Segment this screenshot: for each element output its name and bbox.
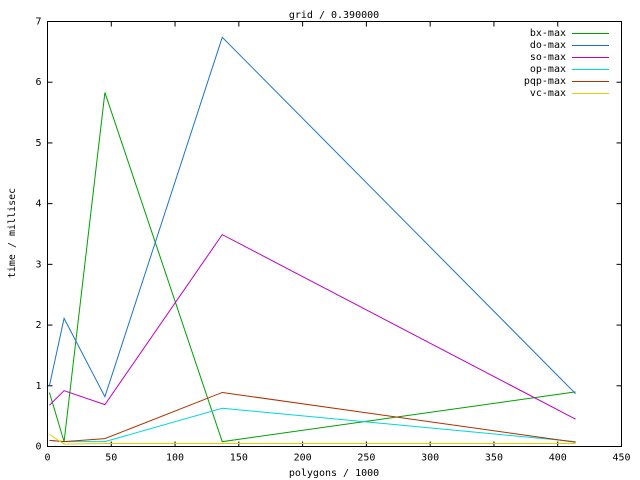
x-tick-label: 350 bbox=[485, 453, 503, 464]
y-tick-label: 0 bbox=[35, 442, 41, 453]
legend-label: pqp-max bbox=[524, 76, 566, 87]
y-tick-label: 5 bbox=[35, 138, 41, 149]
y-tick-label: 3 bbox=[35, 259, 41, 270]
legend-label: vc-max bbox=[530, 88, 566, 99]
series-line bbox=[48, 36, 576, 398]
plot-border bbox=[47, 21, 622, 447]
legend-label: so-max bbox=[530, 52, 566, 63]
x-tick-label: 150 bbox=[230, 453, 248, 464]
x-tick-label: 250 bbox=[357, 453, 375, 464]
x-tick-label: 100 bbox=[166, 453, 184, 464]
y-tick-label: 6 bbox=[35, 77, 41, 88]
chart-title: grid / 0.390000 bbox=[289, 10, 379, 21]
x-tick-label: 0 bbox=[44, 453, 50, 464]
x-tick-label: 300 bbox=[421, 453, 439, 464]
y-tick-label: 1 bbox=[35, 381, 41, 392]
x-tick-label: 400 bbox=[549, 453, 567, 464]
legend-label: do-max bbox=[530, 40, 566, 51]
y-tick-label: 7 bbox=[35, 17, 41, 28]
x-tick-label: 50 bbox=[105, 453, 117, 464]
y-tick-label: 4 bbox=[35, 199, 41, 210]
series-line bbox=[49, 407, 576, 443]
y-axis-label: time / millisec bbox=[7, 188, 18, 278]
x-tick-label: 450 bbox=[612, 453, 630, 464]
y-tick-label: 2 bbox=[35, 320, 41, 331]
series-line bbox=[48, 92, 576, 443]
x-tick-label: 200 bbox=[294, 453, 312, 464]
legend-label: op-max bbox=[530, 64, 566, 75]
series-line bbox=[49, 233, 576, 420]
legend-label: bx-max bbox=[530, 28, 566, 39]
x-axis-label: polygons / 1000 bbox=[289, 468, 379, 479]
series-line bbox=[49, 433, 576, 445]
